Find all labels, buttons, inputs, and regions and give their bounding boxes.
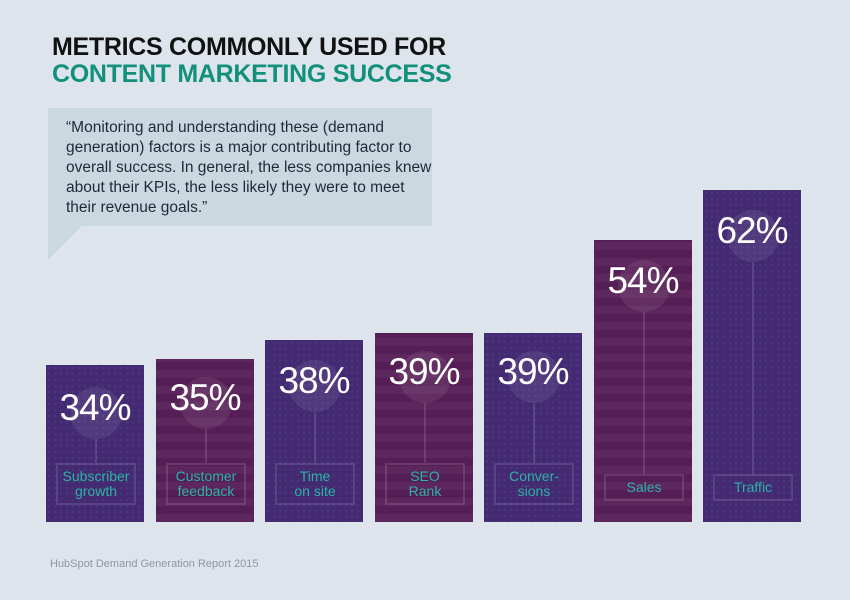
page-title: METRICS COMMONLY USED FOR CONTENT MARKET… — [52, 33, 452, 88]
label-line-1: Customer — [175, 468, 237, 484]
bar-value: 35% — [169, 377, 241, 418]
label-line-1: Conver- — [509, 468, 559, 484]
connector-line — [95, 439, 97, 463]
circle-decoration — [180, 377, 232, 429]
label-line-2: Rank — [408, 483, 442, 499]
bar-label: Subscriber growth — [56, 463, 136, 505]
bar-conversions: 39% Conver-sions — [484, 333, 582, 522]
source-note: HubSpot Demand Generation Report 2015 — [50, 558, 259, 570]
label-line-2: sions — [517, 483, 551, 499]
bar-seo-rank: 39% SEO Rank — [375, 333, 473, 522]
bar-traffic: 62% Traffic — [703, 190, 801, 522]
connector-line — [205, 429, 207, 463]
circle-decoration — [289, 360, 341, 412]
circle-decoration — [508, 351, 560, 403]
bar-label: Conver-sions — [494, 463, 574, 505]
label-line-1: Sales — [626, 479, 662, 495]
title-line-1: METRICS COMMONLY USED FOR — [52, 33, 446, 61]
quote-text: “Monitoring and understanding these (dem… — [66, 119, 432, 216]
bar-value: 38% — [278, 360, 350, 401]
bar-label: Time on site — [275, 463, 355, 505]
circle-decoration — [70, 387, 122, 439]
quote-tail — [48, 226, 82, 260]
circle-decoration — [618, 260, 670, 312]
label-line-2: feedback — [177, 483, 235, 499]
connector-line — [643, 312, 645, 474]
bar-label: Sales — [604, 474, 684, 501]
bar-value: 34% — [59, 387, 131, 428]
bar-subscriber-growth: 34% Subscriber growth — [46, 365, 144, 522]
connector-line — [752, 262, 754, 474]
label-line-1: SEO — [410, 468, 440, 484]
circle-decoration — [399, 351, 451, 403]
connector-line — [424, 403, 426, 463]
label-line-1: Subscriber — [62, 468, 130, 484]
bar-value: 62% — [716, 210, 788, 251]
circle-decoration — [727, 210, 779, 262]
bar-value: 54% — [607, 260, 679, 301]
bar-value: 39% — [388, 351, 460, 392]
label-line-2: growth — [74, 483, 118, 499]
label-line-2: on site — [294, 483, 336, 499]
label-line-1: Time — [299, 468, 331, 484]
connector-line — [314, 412, 316, 463]
bar-label: Traffic — [713, 474, 793, 501]
bar-customer-feedback: 35% Customer feedback — [156, 359, 254, 522]
bar-label: Customer feedback — [166, 463, 246, 505]
title-line-2: CONTENT MARKETING SUCCESS — [52, 60, 452, 88]
connector-line — [533, 403, 535, 463]
bar-time-on-site: 38% Time on site — [265, 340, 363, 522]
label-line-1: Traffic — [733, 479, 773, 495]
bar-sales: 54% Sales — [594, 240, 692, 522]
quote-box: “Monitoring and understanding these (dem… — [48, 108, 432, 226]
bar-label: SEO Rank — [385, 463, 465, 505]
bar-value: 39% — [497, 351, 569, 392]
